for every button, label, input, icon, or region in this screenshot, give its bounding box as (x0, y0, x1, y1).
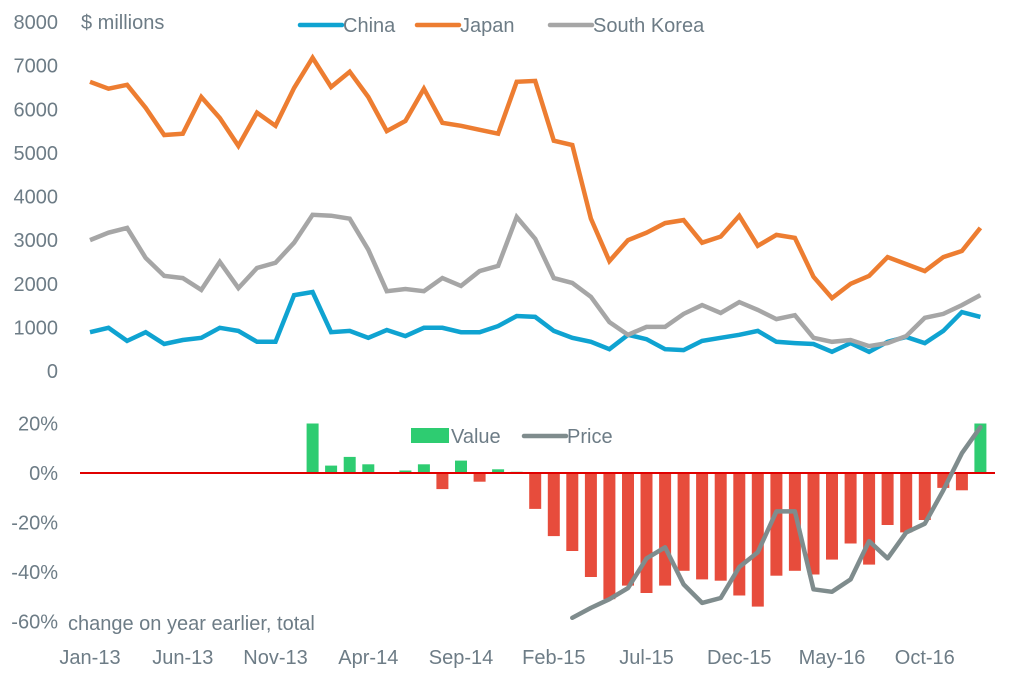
value-bar (547, 473, 560, 537)
value-bar (826, 473, 838, 560)
x-tick-label: Oct-16 (895, 647, 955, 669)
series-line-japan (89, 53, 983, 302)
value-bar (714, 473, 727, 581)
legend-label: Value (451, 426, 501, 448)
bottom-y-tick-label: -20% (11, 513, 58, 535)
value-bar (529, 473, 542, 509)
value-bar (399, 470, 412, 473)
legend-label: South Korea (593, 15, 705, 37)
top-y-tick-label: 8000 (14, 12, 59, 34)
x-tick-label: Feb-15 (522, 647, 585, 669)
legend-label: Price (567, 426, 613, 448)
x-tick-label: Jul-15 (619, 647, 673, 669)
x-axis: Jan-13 Jun-13 Nov-13 Apr-14 Sep-14 Feb-15 Jul-… (59, 647, 954, 669)
top-y-tick-label: 3000 (14, 230, 59, 252)
value-bar (362, 464, 375, 473)
value-bar (306, 423, 319, 473)
value-bar (640, 473, 653, 593)
top-y-tick-label: 0 (47, 361, 58, 383)
value-bar (807, 473, 820, 575)
bottom-chart-note: change on year earlier, total (68, 613, 315, 635)
series-line-china (89, 289, 981, 355)
legend-item-china: China (297, 15, 396, 37)
top-y-tick-label: 2000 (14, 274, 59, 296)
value-bar (844, 473, 857, 544)
top-y-axis-unit-label: $ millions (81, 12, 164, 34)
value-bar (751, 473, 764, 607)
value-bar (584, 473, 597, 577)
x-tick-label: Jan-13 (59, 647, 120, 669)
x-tick-label: Sep-14 (429, 647, 494, 669)
x-tick-label: Jun-13 (152, 647, 213, 669)
bottom-legend: Value Price (411, 426, 613, 448)
x-tick-label: Dec-15 (707, 647, 771, 669)
legend-item-south-korea: South Korea (547, 15, 705, 37)
value-bar (696, 473, 709, 580)
bottom-y-axis: -60% -40% -20% 0% 20% (11, 414, 58, 634)
legend-swatch (411, 428, 449, 443)
value-bar (677, 473, 690, 571)
x-tick-label: May-16 (799, 647, 866, 669)
value-bar (325, 465, 338, 473)
value-bar (473, 473, 486, 482)
value-bar (566, 473, 579, 551)
value-bar (603, 473, 616, 600)
top-y-tick-label: 5000 (14, 143, 59, 165)
legend-label: Japan (460, 15, 515, 37)
top-legend: China Japan South Korea (297, 15, 705, 37)
value-bar (918, 473, 931, 520)
value-bar (659, 473, 672, 586)
bottom-y-tick-label: 0% (29, 463, 58, 485)
legend-item-japan: Japan (414, 15, 515, 37)
value-bar (955, 473, 968, 491)
price-line (570, 424, 983, 621)
legend-item-value: Value (411, 426, 501, 448)
legend-item-price: Price (521, 426, 613, 448)
top-y-tick-label: 6000 (14, 99, 59, 121)
value-bar (417, 464, 430, 473)
x-tick-label: Nov-13 (243, 647, 307, 669)
bottom-y-tick-label: -60% (11, 612, 58, 634)
value-bar (436, 473, 449, 490)
value-bar (881, 473, 894, 525)
top-y-tick-label: 1000 (14, 317, 59, 339)
top-y-tick-label: 4000 (14, 187, 59, 209)
value-bar (900, 473, 913, 533)
top-y-tick-label: 7000 (14, 56, 59, 78)
bottom-y-tick-label: 20% (18, 414, 58, 436)
value-bars (306, 423, 987, 607)
value-bar (492, 469, 505, 473)
top-y-axis: 0 1000 2000 3000 4000 5000 6000 7000 8000 (14, 12, 59, 383)
value-bar (455, 460, 467, 473)
x-tick-label: Apr-14 (338, 647, 398, 669)
value-bar (622, 473, 634, 586)
price-line-group (570, 424, 983, 621)
bottom-y-tick-label: -40% (11, 562, 58, 584)
top-series-lines (89, 53, 983, 355)
value-bar (343, 456, 356, 473)
legend-label: China (343, 15, 396, 37)
value-bar (788, 473, 801, 571)
value-bar (974, 423, 987, 473)
value-bar (770, 473, 783, 576)
series-line-south-korea (89, 212, 982, 349)
